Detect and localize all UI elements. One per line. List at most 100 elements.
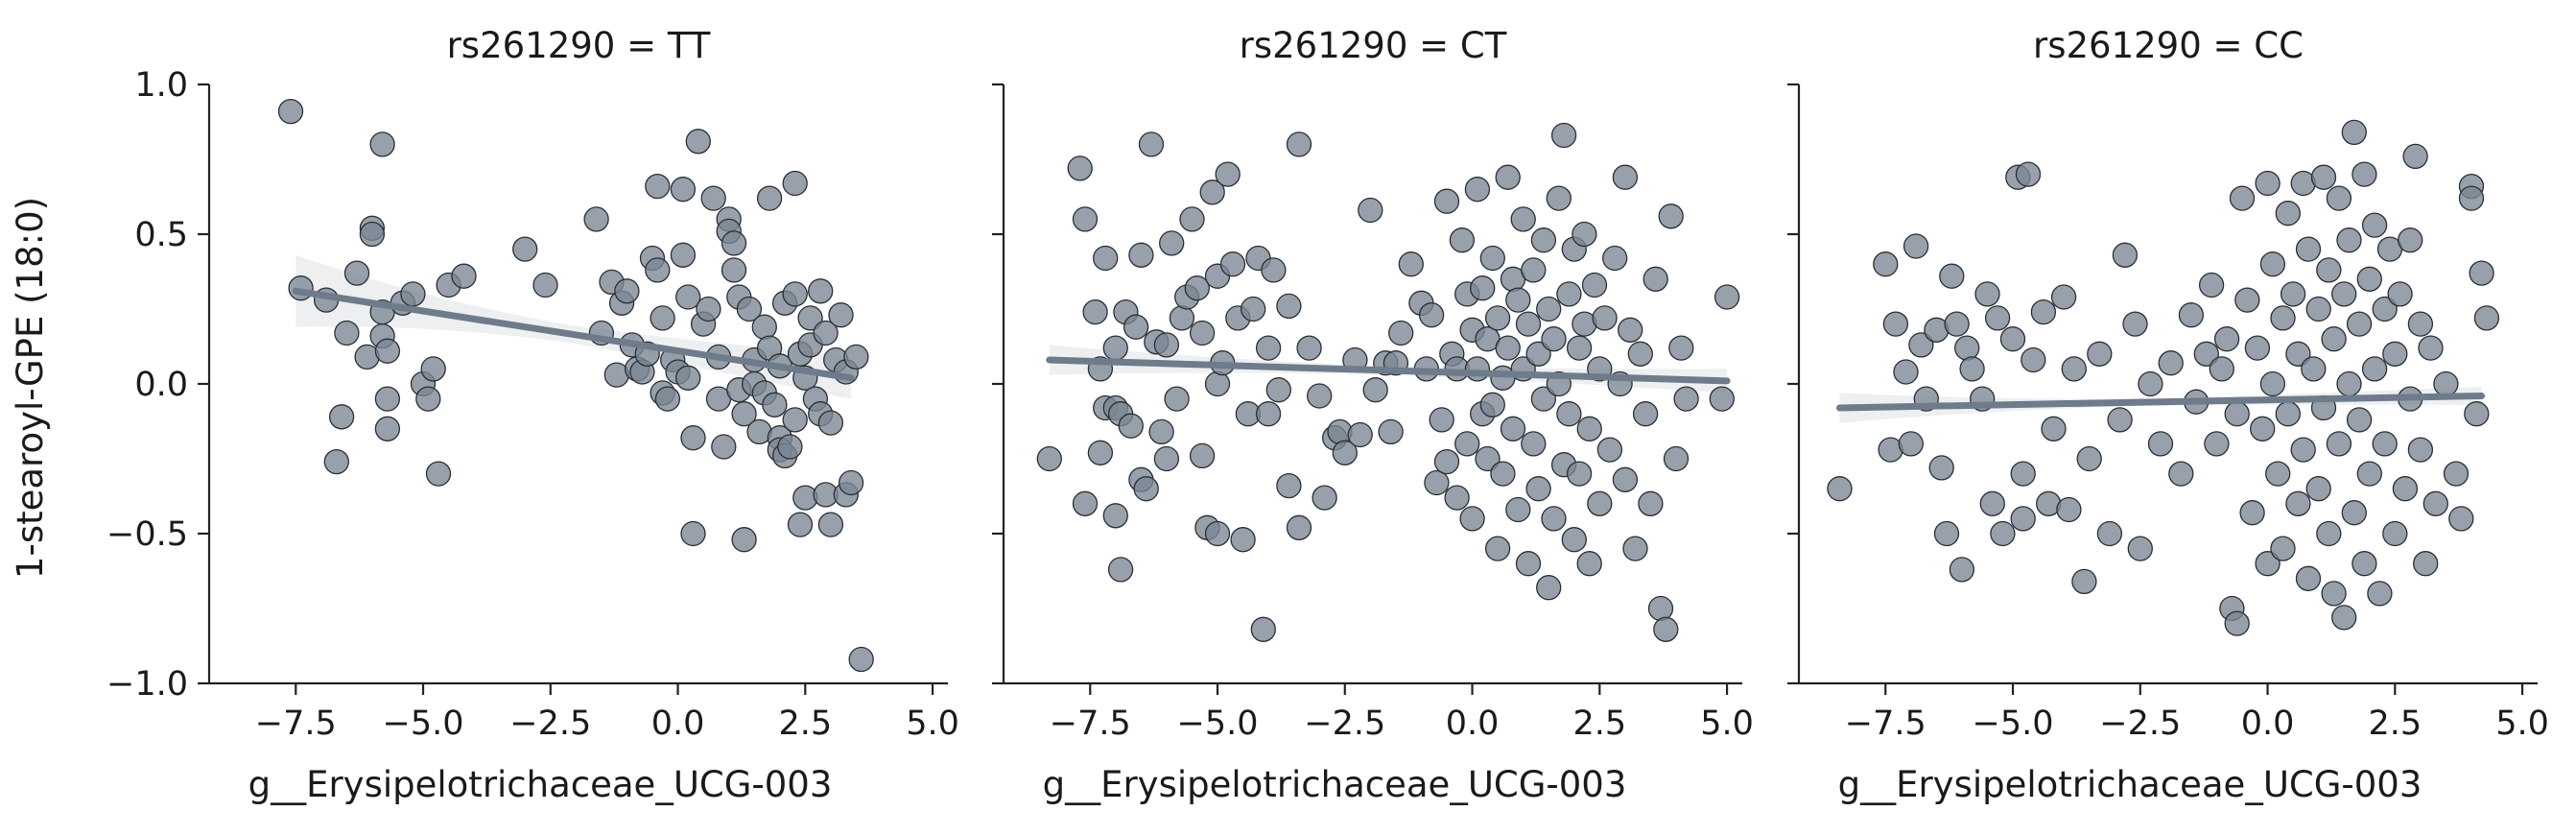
scatter-point: [1928, 455, 1954, 481]
scatter-point: [359, 221, 386, 248]
y-tick-label: 0.5: [134, 216, 188, 254]
regression-line: [292, 287, 855, 382]
scatter-point: [374, 386, 401, 412]
scatter-point: [415, 386, 441, 412]
scatter-point: [2076, 445, 2102, 472]
scatter-point: [2285, 341, 2311, 367]
scatter-point: [2071, 568, 2097, 595]
scatter-point: [721, 257, 747, 283]
scatter-point: [756, 185, 783, 211]
x-tick-label: −5.0: [383, 704, 464, 743]
scatter-point: [1566, 461, 1593, 487]
scatter-point: [1429, 407, 1454, 433]
scatter-point: [2255, 551, 2281, 577]
x-tick-label: −7.5: [255, 704, 337, 743]
scatter-point: [1362, 377, 1388, 403]
scatter-point: [1984, 305, 2011, 331]
scatter-point: [2030, 298, 2057, 325]
scatter-point: [838, 469, 864, 496]
scatter-point: [1713, 284, 1740, 310]
scatter-point: [1999, 326, 2026, 352]
scatter-point: [1902, 233, 1929, 259]
scatter-point: [675, 365, 701, 391]
x-tick-label: 2.5: [778, 704, 832, 743]
scatter-point: [1444, 485, 1470, 511]
scatter-point: [2122, 311, 2148, 337]
scatter-point: [1159, 230, 1185, 256]
scatter-point: [817, 512, 844, 537]
scatter-point: [2209, 356, 2234, 382]
scatter-point: [1541, 326, 1567, 352]
x-axis-label: g__Erysipelotrichaceae_UCG-003: [1838, 764, 2422, 805]
scatter-point: [374, 338, 401, 364]
scatter-point: [1612, 466, 1639, 492]
scatter-point: [1484, 536, 1511, 561]
scatter-point: [1261, 257, 1287, 283]
scatter-point: [1148, 418, 1174, 445]
scatter-point: [2265, 461, 2291, 487]
scatter-point: [1184, 275, 1210, 301]
scatter-point: [2372, 296, 2398, 322]
scatter-point: [2061, 356, 2087, 382]
x-tick-label: 0.0: [1446, 704, 1500, 743]
scatter-point: [828, 302, 854, 328]
scatter-point: [1307, 383, 1333, 409]
scatter-point: [1638, 490, 1664, 516]
scatter-point: [1622, 536, 1648, 561]
scatter-point: [680, 425, 706, 451]
scatter-point: [2259, 370, 2286, 397]
scatter-point: [1479, 392, 1505, 418]
x-tick-label: 2.5: [1572, 704, 1626, 743]
scatter-point: [2407, 437, 2434, 463]
scatter-point: [1974, 281, 2000, 307]
scatter-point: [1250, 616, 1276, 642]
scatter-point: [1618, 317, 1643, 343]
scatter-point: [2433, 370, 2459, 397]
scatter-point: [2229, 185, 2256, 211]
scatter-point: [721, 230, 747, 256]
scatter-point: [1470, 275, 1496, 301]
x-axis-label: g__Erysipelotrichaceae_UCG-003: [1043, 764, 1627, 805]
scatter-point: [2056, 496, 2082, 523]
scatter-point: [451, 263, 477, 289]
scatter-point: [1576, 416, 1602, 441]
x-tick-label: 2.5: [2368, 704, 2422, 743]
scatter-point: [670, 177, 697, 203]
scatter-point: [1632, 401, 1659, 427]
scatter-point: [2464, 401, 2490, 427]
scatter-point: [2224, 401, 2250, 427]
scatter-point: [1204, 520, 1231, 547]
scatter-point: [1107, 557, 1134, 583]
scatter-point: [2361, 212, 2388, 238]
scatter-point: [2305, 476, 2331, 502]
scatter-point: [848, 646, 874, 673]
scatter-point: [2158, 350, 2184, 376]
scatter-point: [2346, 311, 2373, 337]
scatter-point: [2255, 170, 2281, 197]
scatter-point: [1454, 431, 1480, 457]
scatter-point: [1072, 490, 1099, 516]
scatter-point: [808, 278, 834, 304]
scatter-point: [2285, 490, 2311, 516]
scatter-point: [650, 305, 675, 331]
scatter-point: [1505, 496, 1531, 523]
scatter-point: [1036, 445, 1062, 472]
scatter-point: [1276, 293, 1302, 320]
scatter-point: [1118, 413, 1144, 439]
scatter-point: [2010, 506, 2036, 532]
y-tick-label: 0.0: [134, 366, 188, 404]
scatter-point: [1296, 335, 1322, 361]
scatter-point: [2112, 242, 2139, 268]
scatter-point: [2321, 581, 2347, 607]
panel-title: rs261290 = CT: [1240, 25, 1507, 66]
scatter-point: [2259, 251, 2286, 277]
scatter-point: [2224, 610, 2250, 636]
panel-3: rs261290 = CC −7.5 −5.0 −2.5 0.0 2.5 5.0 g__Ery…: [1787, 25, 2549, 805]
regression-line: [1835, 392, 2486, 412]
scatter-point: [369, 131, 395, 157]
scatter-point: [782, 407, 808, 433]
x-tick-label: −5.0: [1973, 704, 2054, 743]
panel-title: rs261290 = TT: [447, 25, 711, 66]
scatter-point: [1612, 164, 1639, 190]
scatter-point: [1189, 442, 1216, 469]
